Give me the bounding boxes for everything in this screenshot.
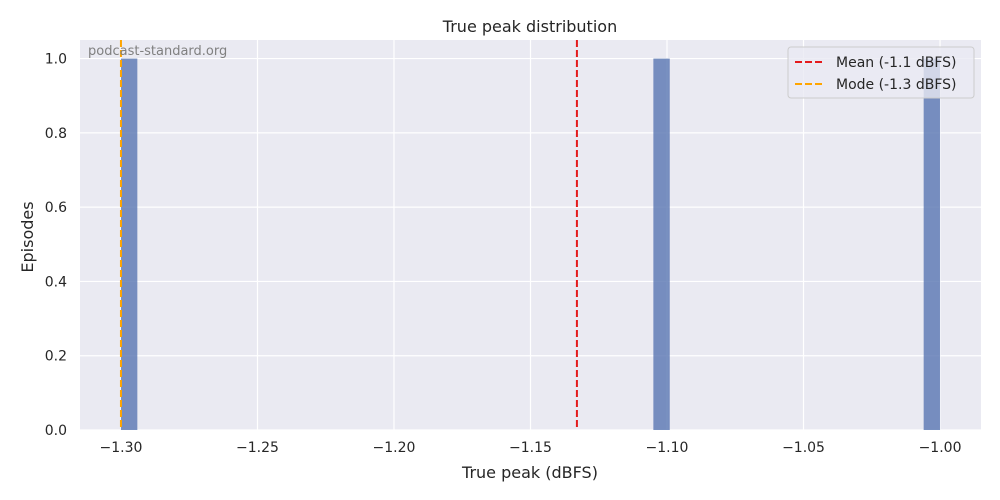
histogram-bar xyxy=(120,58,138,430)
x-tick-label: −1.00 xyxy=(919,440,962,456)
y-tick-labels: 0.0 0.2 0.4 0.6 0.8 1.0 xyxy=(45,52,67,439)
y-axis-label: Episodes xyxy=(18,201,37,272)
x-tick-label: −1.30 xyxy=(100,440,143,456)
x-tick-label: −1.10 xyxy=(646,440,689,456)
y-tick-label: 0.8 xyxy=(45,126,67,142)
x-tick-labels: −1.30 −1.25 −1.20 −1.15 −1.10 −1.05 −1.00 xyxy=(100,440,962,456)
histogram-bars xyxy=(120,58,941,430)
y-tick-label: 1.0 xyxy=(45,52,67,68)
legend: Mean (-1.1 dBFS) Mode (-1.3 dBFS) xyxy=(787,46,975,99)
legend-box xyxy=(787,46,975,99)
watermark-text: podcast-standard.org xyxy=(88,44,227,59)
x-tick-label: −1.25 xyxy=(236,440,279,456)
chart-title: True peak distribution xyxy=(442,17,617,36)
y-tick-label: 0.2 xyxy=(45,349,67,365)
x-tick-label: −1.20 xyxy=(373,440,416,456)
y-tick-label: 0.0 xyxy=(45,423,67,439)
histogram-bar xyxy=(923,58,941,430)
legend-mean-label: Mean (-1.1 dBFS) xyxy=(836,55,956,71)
x-tick-label: −1.05 xyxy=(782,440,825,456)
histogram-bar xyxy=(653,58,670,430)
x-axis-label: True peak (dBFS) xyxy=(461,463,598,482)
y-tick-label: 0.6 xyxy=(45,200,67,216)
reference-lines xyxy=(119,40,578,430)
y-tick-label: 0.4 xyxy=(45,274,67,290)
legend-mode-label: Mode (-1.3 dBFS) xyxy=(836,77,956,93)
grid-lines xyxy=(80,40,981,431)
x-tick-label: −1.15 xyxy=(509,440,552,456)
